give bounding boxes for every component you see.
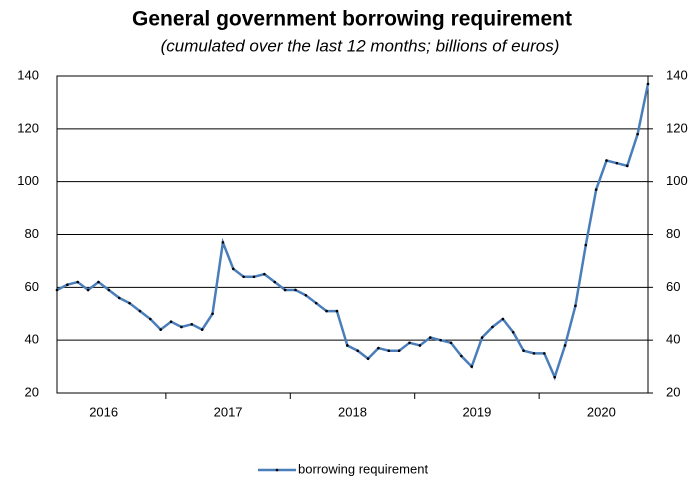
y2-tick-label: 20 — [666, 384, 680, 399]
chart-title: General government borrowing requirement — [132, 8, 572, 31]
point — [304, 293, 308, 297]
x-tick-label: 2020 — [587, 404, 616, 419]
y2-tick-label: 100 — [666, 173, 688, 188]
point — [646, 82, 650, 86]
point — [97, 280, 100, 284]
point — [149, 317, 152, 321]
x-tick-label: 2017 — [214, 404, 243, 419]
point — [76, 280, 80, 284]
point — [231, 267, 235, 271]
y-tick-label: 140 — [17, 67, 39, 82]
point — [180, 325, 183, 329]
point — [387, 349, 391, 353]
y2-tick-label: 80 — [666, 226, 680, 241]
point — [408, 341, 411, 345]
point — [314, 301, 318, 305]
point — [636, 132, 639, 136]
point — [480, 336, 484, 339]
point — [553, 375, 556, 379]
point — [428, 336, 432, 339]
point — [283, 288, 287, 292]
point — [346, 344, 349, 347]
y-tick-label: 40 — [25, 332, 39, 347]
point — [200, 328, 204, 331]
point — [107, 288, 111, 292]
point — [335, 309, 339, 313]
x-tick-label: 2016 — [89, 404, 118, 419]
point — [252, 275, 256, 279]
point — [625, 164, 629, 168]
y-tick-label: 120 — [17, 120, 39, 135]
legend-label: borrowing requirement — [298, 461, 428, 476]
point — [159, 328, 162, 331]
point — [117, 296, 121, 300]
point — [532, 352, 536, 355]
point — [128, 301, 131, 305]
point — [377, 346, 380, 350]
point — [615, 161, 619, 165]
point — [605, 159, 608, 162]
point — [242, 275, 245, 279]
point — [325, 309, 328, 313]
point — [294, 288, 297, 292]
point — [574, 304, 577, 308]
point — [522, 349, 525, 353]
point — [460, 354, 463, 358]
point — [356, 349, 359, 353]
point — [501, 317, 505, 321]
x-tick-label: 2018 — [338, 404, 367, 419]
y-tick-label: 60 — [25, 279, 39, 294]
point — [470, 365, 474, 368]
point — [55, 288, 59, 292]
series-line — [56, 83, 650, 381]
point — [418, 344, 422, 347]
point — [366, 357, 370, 360]
point — [138, 309, 142, 313]
point — [190, 323, 194, 326]
plot-frame — [56, 75, 649, 394]
point — [273, 280, 277, 284]
y-tick-label: 100 — [17, 173, 39, 188]
chart-subtitle: (cumulated over the last 12 months; bill… — [161, 36, 560, 55]
point — [449, 341, 453, 345]
legend-dot — [275, 468, 279, 472]
point — [491, 325, 494, 329]
point — [66, 283, 69, 286]
point — [563, 344, 567, 347]
point — [221, 241, 225, 244]
y2-tick-label: 60 — [666, 279, 680, 294]
y2-tick-label: 120 — [666, 120, 688, 135]
point — [543, 352, 546, 355]
x-tick-label: 2019 — [462, 404, 491, 419]
y-tick-label: 80 — [25, 226, 39, 241]
point — [594, 188, 598, 191]
point — [86, 288, 90, 292]
point — [584, 243, 588, 247]
y2-tick-label: 40 — [666, 332, 680, 347]
y-tick-label: 20 — [25, 384, 39, 399]
point — [511, 330, 515, 334]
point — [439, 338, 442, 342]
point — [169, 320, 173, 323]
y2-tick-label: 140 — [666, 67, 688, 82]
point — [397, 349, 401, 353]
point — [211, 312, 214, 316]
point — [263, 272, 266, 276]
